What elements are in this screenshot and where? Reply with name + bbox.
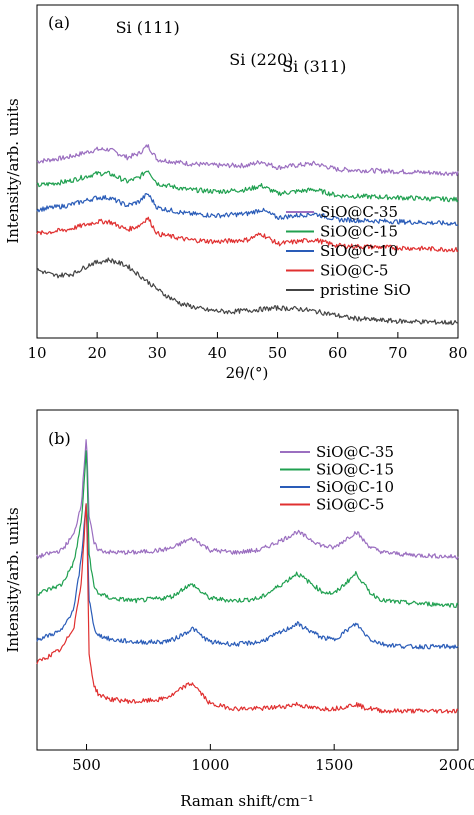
legend-label: SiO@C-35 — [316, 443, 394, 461]
panel-b: 500 1000 1500 2000 SiO@C-35SiO@C-15SiO@C-10… — [4, 409, 474, 810]
x-tick-label: 30 — [148, 344, 167, 362]
x-tick-label: 60 — [328, 344, 347, 362]
x-axis-label-b: Raman shift/cm⁻¹ — [180, 792, 314, 810]
x-tick-label: 1500 — [315, 756, 353, 774]
legend-label: SiO@C-5 — [316, 496, 384, 514]
series-line-sio-c-35 — [36, 144, 459, 177]
y-axis-label-b: Intensity/arb. units — [4, 507, 22, 652]
series-line-sio-c-35 — [36, 439, 459, 560]
series-line-sio-c-5 — [36, 503, 459, 714]
peak-annotation: Si (111) — [116, 18, 180, 37]
peak-annotation: Si (220) — [229, 50, 293, 69]
legend-label: SiO@C-15 — [320, 223, 398, 241]
legend-label: SiO@C-35 — [320, 203, 398, 221]
x-ticks-b: 500 1000 1500 2000 — [72, 744, 474, 774]
series-line-sio-c-15 — [36, 450, 459, 608]
legend-label: SiO@C-15 — [316, 461, 394, 479]
series-lines-b — [36, 439, 459, 714]
x-tick-label: 500 — [72, 756, 101, 774]
y-axis-label-a: Intensity/arb. units — [4, 98, 22, 243]
x-ticks-a: 10 20 30 40 50 60 70 80 — [27, 332, 468, 362]
legend-label: SiO@C-5 — [320, 262, 388, 280]
x-tick-label: 40 — [208, 344, 227, 362]
x-tick-label: 50 — [268, 344, 287, 362]
legend-label: SiO@C-10 — [316, 478, 394, 496]
series-line-sio-c-15 — [36, 170, 459, 203]
series-line-sio-c-10 — [36, 193, 459, 227]
series-line-sio-c-10 — [36, 503, 459, 650]
x-tick-label: 20 — [88, 344, 107, 362]
series-line-sio-c-5 — [36, 216, 459, 253]
plot-frame-b — [36, 409, 459, 751]
x-tick-label: 70 — [388, 344, 407, 362]
legend-label: SiO@C-10 — [320, 242, 398, 260]
x-tick-label: 80 — [448, 344, 467, 362]
x-tick-label: 1000 — [191, 756, 229, 774]
panel-label-a: (a) — [48, 13, 70, 32]
series-lines-a — [36, 144, 459, 326]
x-tick-label: 2000 — [439, 756, 474, 774]
panel-label-b: (b) — [48, 429, 71, 448]
peak-annotation: Si (311) — [282, 57, 346, 76]
peak-annotations-a: Si (111) Si (220)Si (311) — [116, 18, 347, 76]
legend-label: pristine SiO — [320, 281, 411, 299]
series-line-pristine-sio — [36, 257, 459, 326]
x-tick-label: 10 — [27, 344, 46, 362]
x-axis-label-a: 2θ/(°) — [226, 364, 269, 382]
panel-a: 10 20 30 40 50 60 70 80 Si (111) Si (220)Si (311… — [4, 4, 468, 382]
